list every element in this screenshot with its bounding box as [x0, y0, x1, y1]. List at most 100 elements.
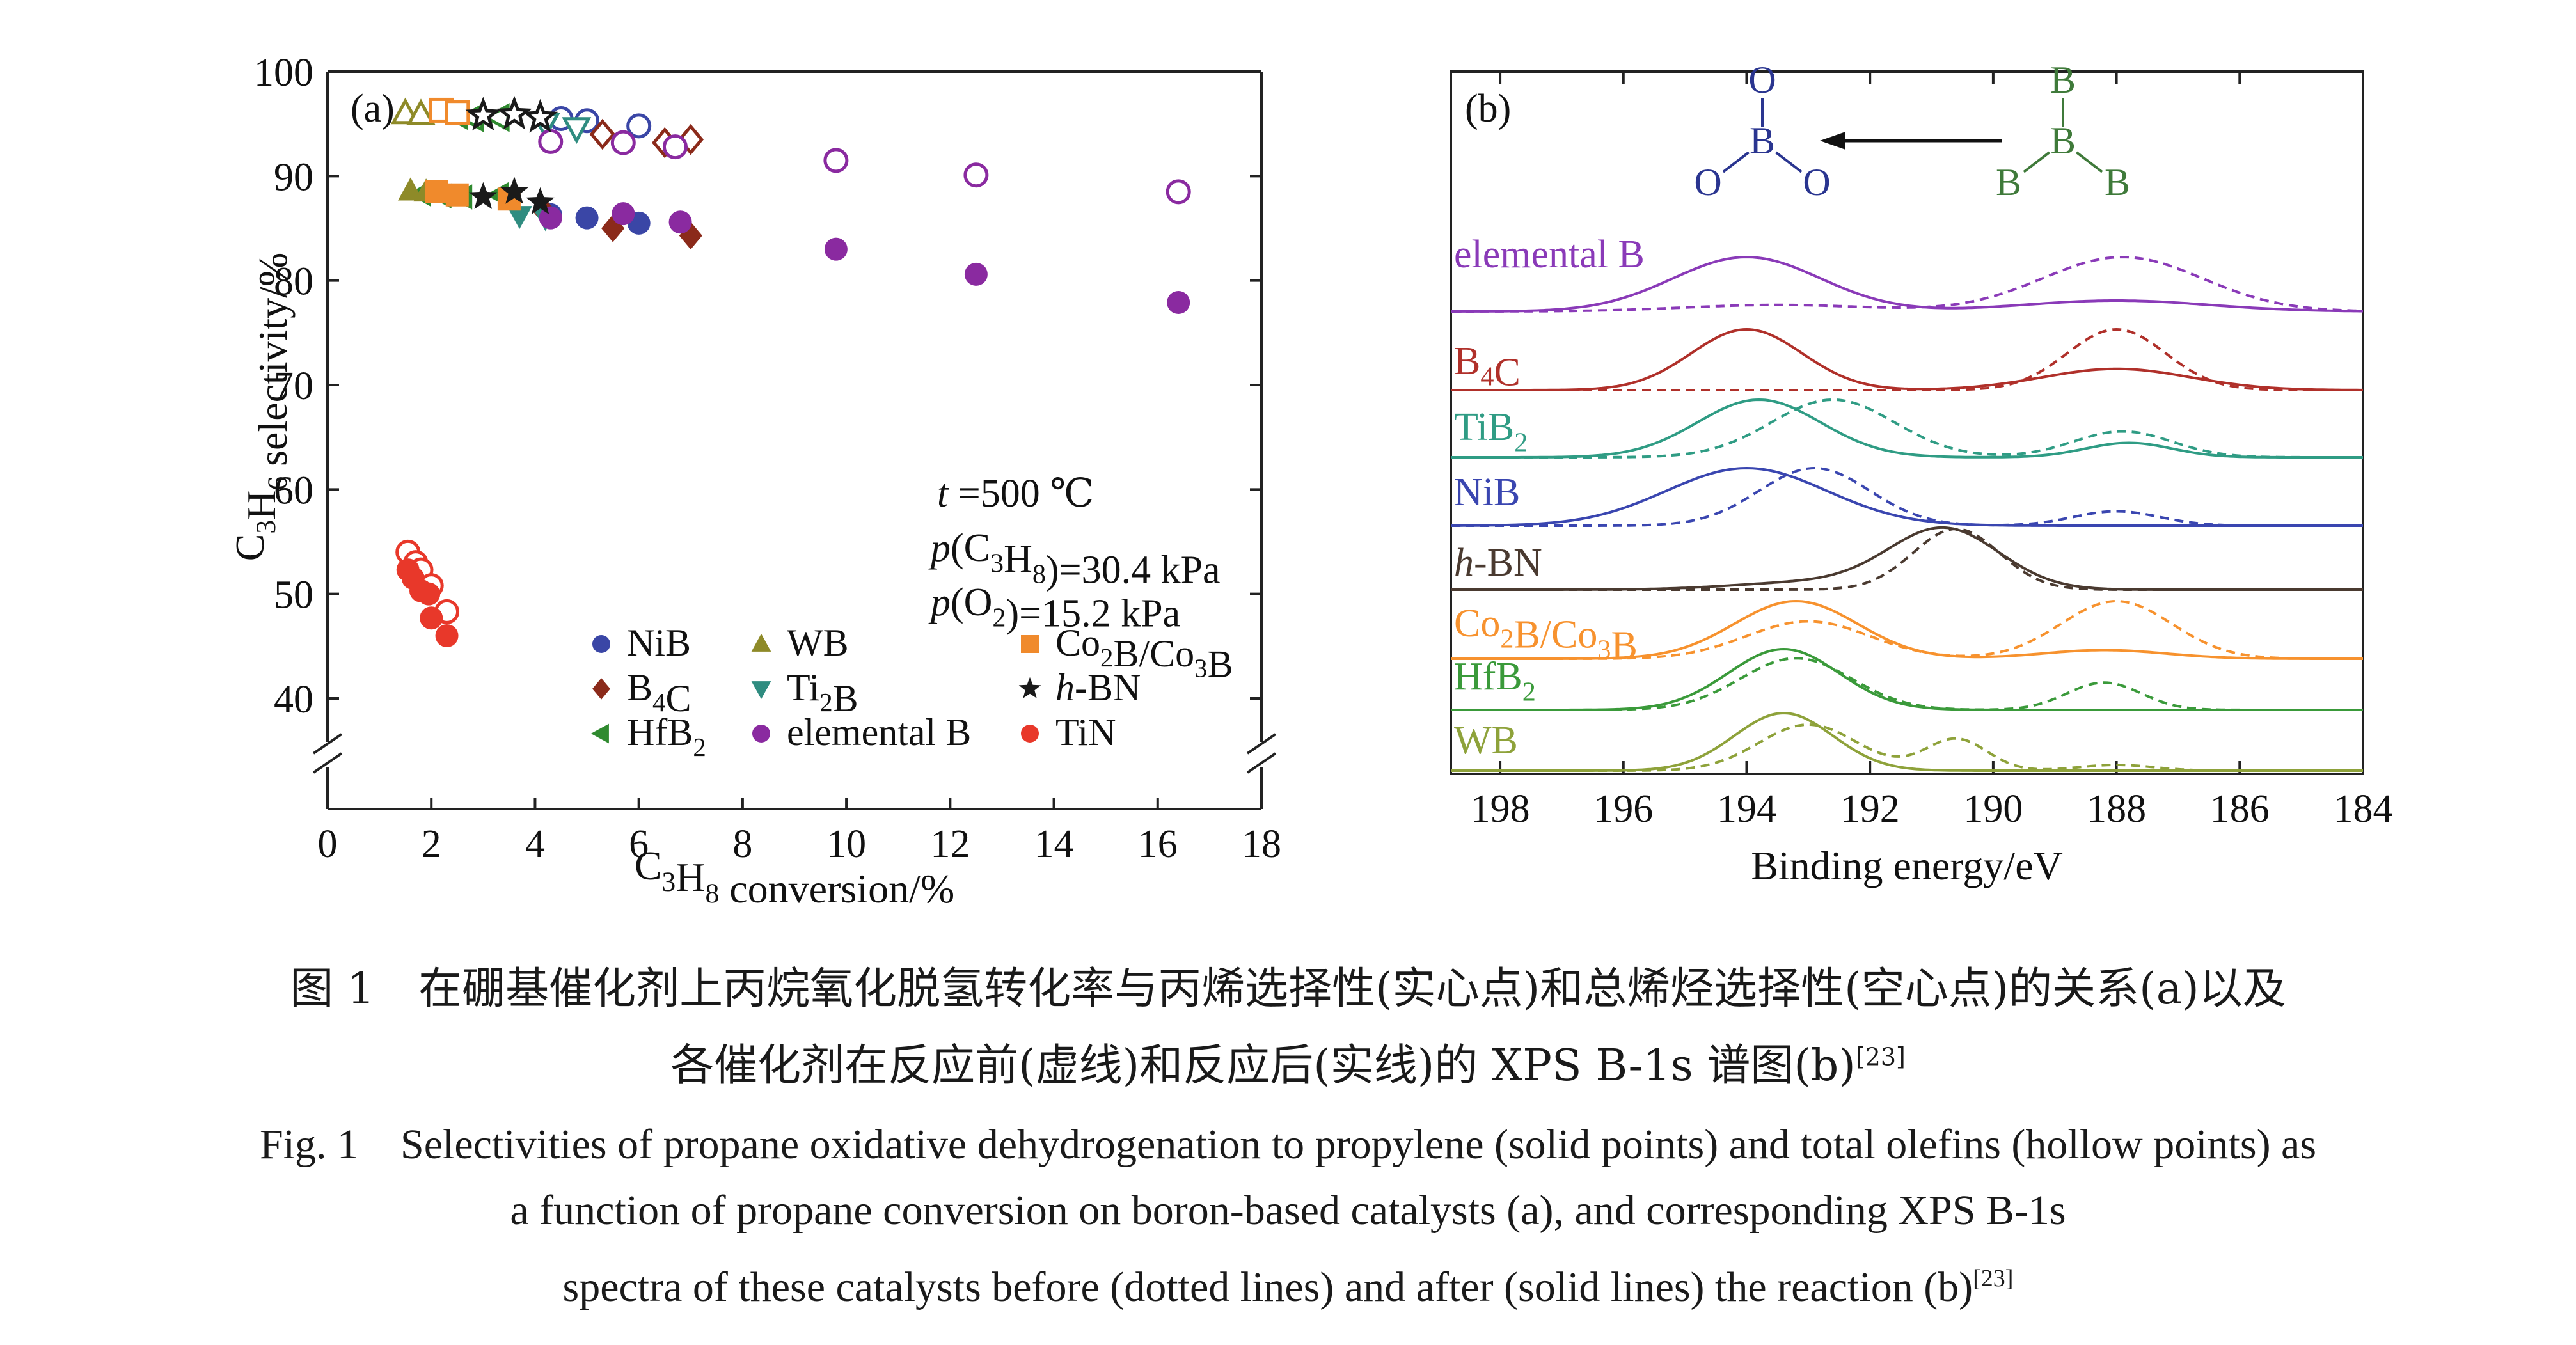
panel-a-scatter-chart: 0 2 4 6 8 10 12 14 16 18 40 50 60 70 80 90 100 C3H8 conve…	[227, 51, 1281, 911]
point-hollow-wb	[406, 98, 436, 125]
point-solid-h-bn	[526, 187, 555, 215]
spectrum-before-co2b-co3b	[1451, 599, 2363, 660]
axis-break-mark	[1246, 752, 1277, 774]
legend-marker-hfb2	[590, 723, 609, 744]
spectrum-label-elemental-b: elemental B	[1454, 233, 1645, 276]
panel-b-frame	[1450, 70, 2364, 775]
spectrum-after-b4c	[1451, 327, 2363, 391]
spectrum-after-elemental-b	[1451, 255, 2363, 313]
legend-label-hfb2: HfB2	[627, 711, 706, 762]
point-hollow-ti2b	[562, 117, 592, 144]
spectrum-label-co2b-co3b: Co2B/Co3B	[1454, 602, 1638, 668]
caption-en-reference: [23]	[1973, 1265, 2014, 1292]
condition-oxygen-pressure: p(O2)=15.2 kPa	[928, 581, 1180, 635]
point-solid-co2b-co3b	[445, 183, 469, 207]
point-solid-elemental-b	[668, 210, 692, 234]
x-tick-label: 188	[2087, 787, 2146, 831]
spectrum-label-b4c: B4C	[1454, 340, 1521, 394]
legend-marker-wb	[751, 633, 771, 652]
x-tick-label: 14	[1034, 822, 1074, 866]
panel-b-xps-spectra-chart: 198 196 194 192 190 188 186 184 Binding energy/e…	[1450, 59, 2393, 888]
point-solid-nib	[575, 206, 599, 230]
x-tick-label: 192	[1840, 787, 1900, 831]
x-tick-label: 194	[1717, 787, 1776, 831]
x-tick-label: 198	[1471, 787, 1530, 831]
point-hollow-h-bn	[496, 95, 532, 130]
point-solid-wb	[397, 177, 423, 201]
legend-label-wb: WB	[787, 622, 849, 664]
y-tick-label: 70	[274, 365, 313, 408]
spectrum-before-nib	[1451, 466, 2363, 527]
legend-marker-co2b-co3b	[1021, 635, 1039, 653]
structure-boron-atom: B	[2050, 59, 2076, 101]
legend-label-co2b-co3b: Co2B/Co3B	[1055, 622, 1233, 686]
x-tick-label: 0	[318, 822, 338, 866]
structure-bond	[1775, 151, 1803, 173]
point-solid-tin	[435, 624, 459, 647]
spectrum-label-hfb2: HfB2	[1454, 655, 1536, 707]
point-hollow-b4c	[589, 118, 616, 150]
spectrum-after-tib2	[1451, 398, 2363, 459]
spectrum-after-nib	[1451, 466, 2363, 527]
structure-oxygen-atom: O	[1694, 161, 1721, 203]
point-solid-elemental-b	[1167, 290, 1190, 314]
spectrum-label-tib2: TiB2	[1454, 405, 1528, 457]
spectrum-label-nib: NiB	[1454, 471, 1520, 514]
point-hollow-elemental-b	[538, 129, 564, 154]
legend-marker-elemental-b	[752, 725, 770, 743]
structure-bond	[2076, 151, 2103, 173]
spectrum-before-b4c	[1451, 327, 2363, 391]
point-solid-co2b-co3b	[425, 180, 448, 203]
y-tick-label: 50	[274, 574, 313, 617]
point-solid-h-bn	[500, 177, 529, 204]
x-tick-label: 16	[1138, 822, 1178, 866]
caption-zh-text-1: 图 1 在硼基催化剂上丙烷氧化脱氢转化率与丙烯选择性(实心点)和总烯烃选择性(空…	[290, 964, 2286, 1014]
x-tick-label: 196	[1593, 787, 1653, 831]
y-axis-title: C3H6 selectivity/%	[227, 253, 296, 562]
caption-chinese-line-1: 图 1 在硼基催化剂上丙烷氧化脱氢转化率与丙烯选择性(实心点)和总烯烃选择性(空…	[0, 953, 2576, 1016]
point-solid-tin	[417, 582, 441, 606]
structure-oxygen-atom: O	[1803, 161, 1830, 203]
structure-bond	[1722, 151, 1750, 173]
point-solid-ti2b	[507, 206, 532, 230]
structure-bond	[2023, 151, 2050, 173]
legend-label-h-bn: h-BN	[1055, 666, 1141, 709]
point-solid-tin	[420, 606, 443, 630]
spectrum-after-wb	[1451, 711, 2363, 772]
caption-chinese-line-2: 各催化剂在反应前(虚线)和反应后(实线)的 XPS B-1s 谱图(b)[23]	[0, 1030, 2576, 1093]
axis-break-mark	[312, 752, 343, 774]
legend-label-b4c: B4C	[627, 666, 691, 720]
y-tick-label: 100	[254, 51, 313, 95]
boron-structure-diagram: O BO BO BB B	[1694, 59, 2130, 203]
caption-english-line-3: spectra of these catalysts before (dotte…	[0, 1263, 2576, 1312]
point-hollow-elemental-b	[662, 134, 688, 160]
y-tick-label: 90	[274, 155, 313, 199]
spectrum-before-tib2	[1451, 398, 2363, 459]
structure-boron-atom: B	[1996, 161, 2021, 203]
point-hollow-elemental-b	[1166, 179, 1191, 205]
legend-label-nib: NiB	[627, 622, 691, 664]
spectrum-before-wb	[1451, 723, 2363, 772]
x-tick-label: 12	[930, 822, 970, 866]
spectrum-label-wb: WB	[1454, 719, 1518, 762]
x-tick-label: 10	[826, 822, 866, 866]
caption-english-line-1: Fig. 1 Selectivities of propane oxidativ…	[0, 1110, 2576, 1171]
panel-label-a: (a)	[351, 87, 395, 130]
point-hollow-elemental-b	[963, 162, 989, 188]
point-hollow-elemental-b	[823, 148, 849, 173]
spectrum-before-h-bn	[1451, 527, 2363, 591]
structure-arrow-head	[1820, 132, 1845, 150]
panel-label-b: (b)	[1465, 87, 1511, 130]
caption-zh-reference: [23]	[1855, 1042, 1906, 1071]
caption-en-text-1: Fig. 1 Selectivities of propane oxidativ…	[259, 1121, 2317, 1168]
condition-temperature: t =500 ℃	[937, 472, 1094, 515]
point-hollow-h-bn	[465, 97, 502, 131]
spectrum-before-elemental-b	[1451, 255, 2364, 313]
structure-center-boron: B	[2050, 120, 2076, 162]
spectrum-before-hfb2	[1451, 657, 2363, 711]
point-hollow-co2b-co3b	[445, 100, 470, 125]
caption-en-text-3: spectra of these catalysts before (dotte…	[562, 1264, 1973, 1310]
x-axis-title: Binding energy/eV	[1751, 843, 2063, 888]
x-tick-label: 186	[2210, 787, 2270, 831]
